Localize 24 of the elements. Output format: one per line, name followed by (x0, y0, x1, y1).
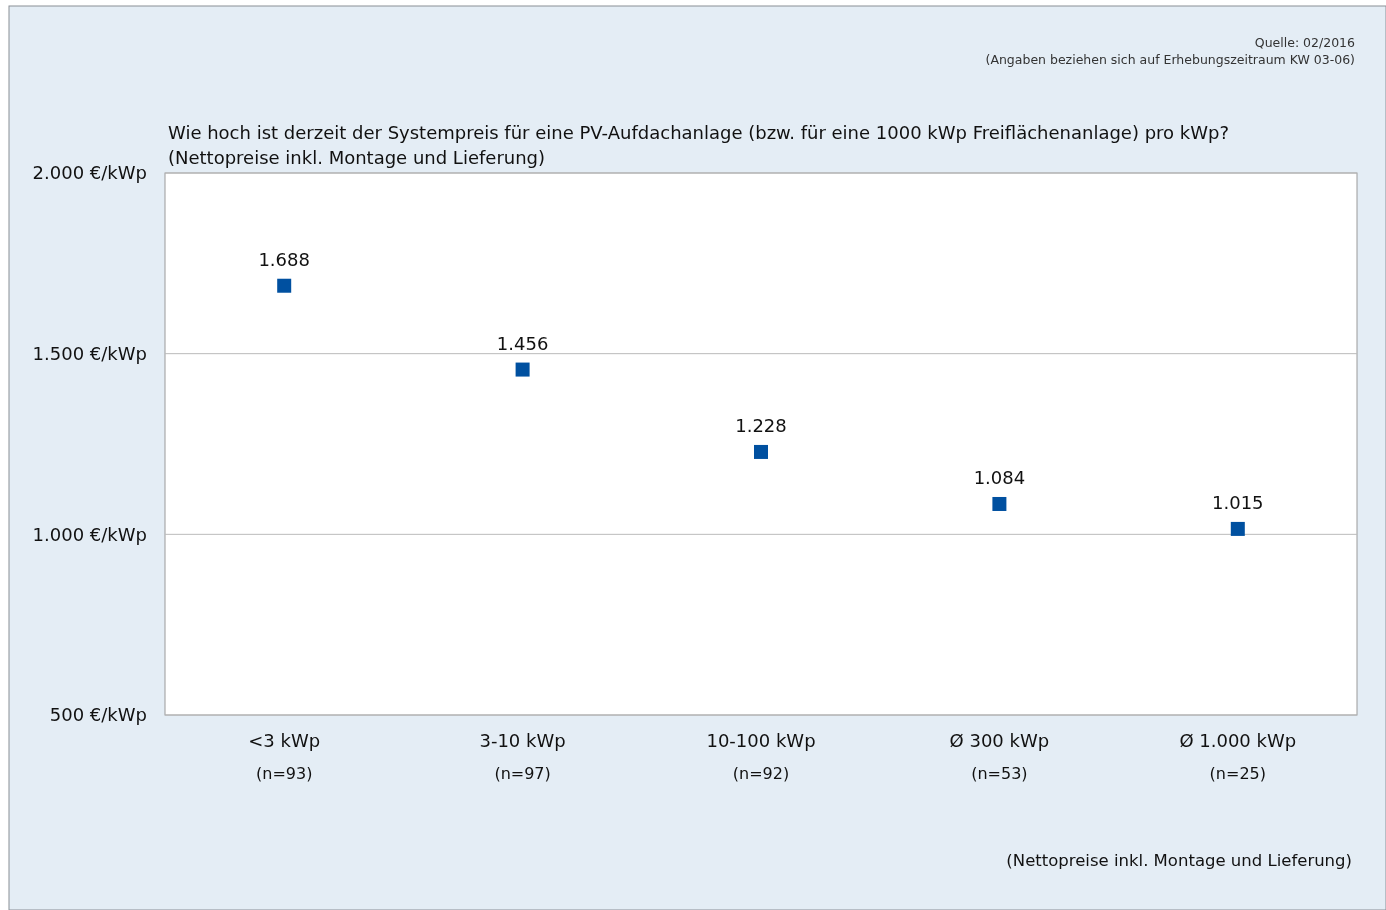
y-tick-label: 1.500 €/kWp (32, 342, 147, 364)
text: (Nettopreise inkl. Montage und Lieferung) (1006, 851, 1352, 870)
point (754, 444, 768, 459)
point (515, 362, 530, 377)
data-label: 1.084 (973, 466, 1026, 488)
chart-subtitle: (Nettopreise inkl. Montage und Lieferung) (168, 147, 546, 168)
y-tick-label: 1.000 €/kWp (32, 523, 147, 545)
chart-title: Wie hoch ist derzeit der Systempreis für eine PV-Aufdachanlage (bzw. für eine 1000 kWp Freiflächenanlage) pro kWp? (168, 122, 1230, 143)
data-label: 1.456 (496, 332, 549, 354)
y-tick-label: 500 €/kWp (49, 704, 147, 726)
y-tick-label: 2.000 €/kWp (32, 162, 147, 184)
point (992, 496, 1007, 511)
data-label: 1.228 (735, 414, 787, 436)
x-tick-label: Ø 1.000 kWp (n=25) (1179, 730, 1297, 783)
data-label: 1.688 (258, 248, 310, 270)
text: (Angaben beziehen sich auf Erhebungszeitraum KW 03-06) (985, 52, 1355, 67)
x-tick-label: Ø 300 kWp (n=53) (949, 730, 1050, 783)
data-label: 1.015 (1212, 491, 1264, 513)
x-tick-label: 10-100 kWp (n=92) (706, 730, 816, 783)
x-tick-label: <3 kWp (n=93) (248, 730, 321, 783)
x-tick-label: 3-10 kWp (n=97) (479, 730, 566, 783)
source-note: Quelle: 02/2016 (1254, 35, 1356, 50)
point (277, 278, 292, 293)
point (1230, 521, 1245, 536)
